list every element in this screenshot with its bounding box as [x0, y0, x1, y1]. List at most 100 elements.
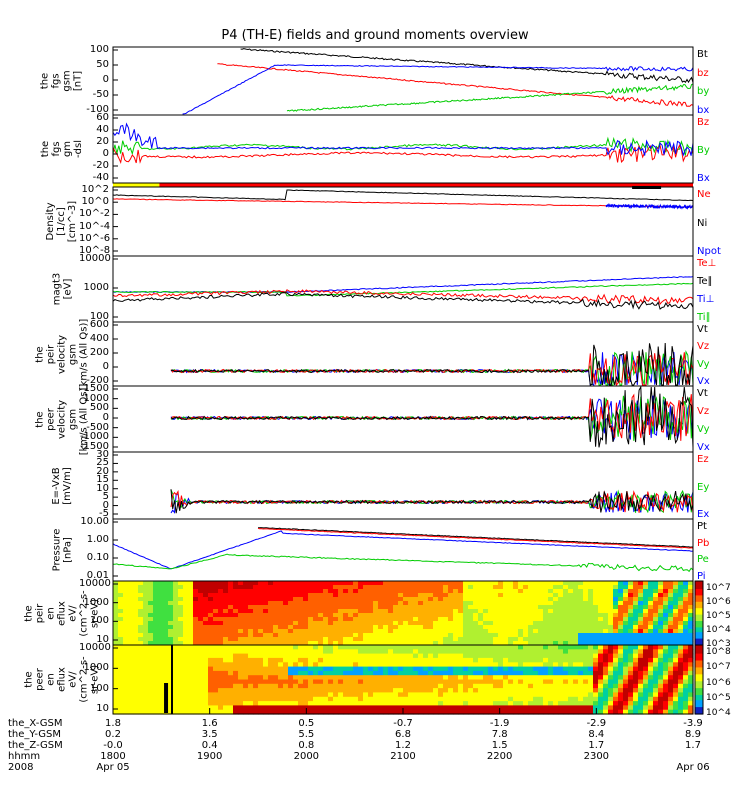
spectro-cell: [423, 609, 429, 614]
spectro-cell: [388, 675, 394, 681]
spectro-cell: [413, 629, 419, 634]
spectro-cell: [433, 589, 439, 594]
spectro-cell: [158, 679, 164, 685]
spectro-cell: [558, 696, 564, 702]
spectro-cell: [188, 629, 194, 634]
spectro-cell: [558, 633, 564, 638]
spectro-cell: [563, 601, 569, 606]
spectro-cell: [113, 581, 119, 586]
spectro-cell: [283, 692, 289, 698]
spectro-cell: [188, 637, 194, 642]
spectro-cell: [313, 675, 319, 681]
spectro-cell: [523, 637, 529, 642]
spectro-cell: [443, 633, 449, 638]
spectro-cell: [618, 581, 624, 586]
spectro-cell: [238, 597, 244, 602]
spectro-cell: [138, 675, 144, 681]
spectro-cell: [153, 701, 159, 706]
spectro-cell: [453, 597, 459, 602]
spectro-cell: [178, 629, 184, 634]
spectro-cell: [548, 613, 554, 618]
spectro-cell: [498, 597, 504, 602]
spectro-cell: [368, 605, 374, 610]
spectro-cell: [188, 675, 194, 681]
spectro-cell: [308, 701, 314, 706]
spectro-cell: [173, 679, 179, 685]
spectro-cell: [538, 666, 544, 672]
spectro-cell: [233, 585, 239, 590]
spectro-cell: [343, 609, 349, 614]
spectro-cell: [293, 629, 299, 634]
spectro-cell: [133, 581, 139, 586]
spectro-cell: [253, 625, 259, 630]
spectro-cell: [293, 621, 299, 626]
spectro-cell: [668, 625, 674, 630]
spectro-cell: [203, 709, 209, 715]
spectro-cell: [303, 662, 309, 668]
spectro-cell: [633, 696, 639, 702]
spectro-cell: [493, 641, 499, 646]
spectro-cell: [368, 657, 374, 663]
spectro-cell: [403, 653, 409, 659]
spectro-cell: [608, 609, 614, 614]
spectro-cell: [138, 609, 144, 614]
spectro-cell: [393, 609, 399, 614]
spectro-cell: [258, 633, 264, 638]
spectro-cell: [523, 621, 529, 626]
spectro-cell: [493, 625, 499, 630]
spectro-cell: [638, 670, 644, 676]
spectro-cell: [188, 645, 194, 650]
spectro-cell: [508, 688, 514, 693]
spectro-cell: [683, 609, 689, 614]
spectro-cell: [603, 637, 609, 642]
spectro-cell: [153, 657, 159, 663]
spectro-cell: [488, 629, 494, 634]
spectro-cell: [378, 670, 384, 676]
spectro-cell: [593, 657, 599, 663]
spectro-cell: [393, 593, 399, 598]
spectro-cell: [583, 679, 589, 685]
spectro-cell: [323, 709, 329, 715]
spectro-cell: [323, 597, 329, 602]
spectro-cell: [448, 645, 454, 650]
spectro-cell: [433, 641, 439, 646]
spectro-cell: [553, 657, 559, 663]
spectro-cell: [128, 692, 134, 698]
spectro-cell: [543, 625, 549, 630]
spectro-cell: [603, 621, 609, 626]
spectro-cell: [313, 696, 319, 702]
spectro-cell: [688, 633, 694, 638]
spectro-cell: [263, 609, 269, 614]
spectro-cell: [568, 683, 574, 689]
spectro-cell: [608, 585, 614, 590]
spectro-cell: [363, 701, 369, 706]
spectro-cell: [443, 581, 449, 586]
spectro-cell: [658, 688, 664, 693]
spectro-cell: [658, 589, 664, 594]
spectro-cell: [458, 625, 464, 630]
spectro-cell: [138, 593, 144, 598]
spectro-cell: [153, 609, 159, 614]
spectro-cell: [348, 683, 354, 689]
spectro-cell: [638, 629, 644, 634]
spectro-cell: [648, 637, 654, 642]
spectro-cell: [293, 613, 299, 618]
spectro-cell: [283, 625, 289, 630]
spectro-cell: [368, 662, 374, 668]
spectro-cell: [273, 705, 279, 711]
spectro-cell: [183, 675, 189, 681]
spectro-cell: [218, 679, 224, 685]
spectro-cell: [638, 701, 644, 706]
spectro-cell: [543, 649, 549, 655]
spectro-cell: [533, 609, 539, 614]
spectro-cell: [388, 585, 394, 590]
spectro-cell: [578, 609, 584, 614]
spectro-cell: [278, 597, 284, 602]
spectro-cell: [138, 633, 144, 638]
x-annotation-value: 3.5: [201, 729, 218, 740]
spectro-cell: [308, 605, 314, 610]
spectro-cell: [573, 701, 579, 706]
spectro-cell: [158, 709, 164, 715]
spectro-cell: [278, 701, 284, 706]
spectro-cell: [513, 679, 519, 685]
